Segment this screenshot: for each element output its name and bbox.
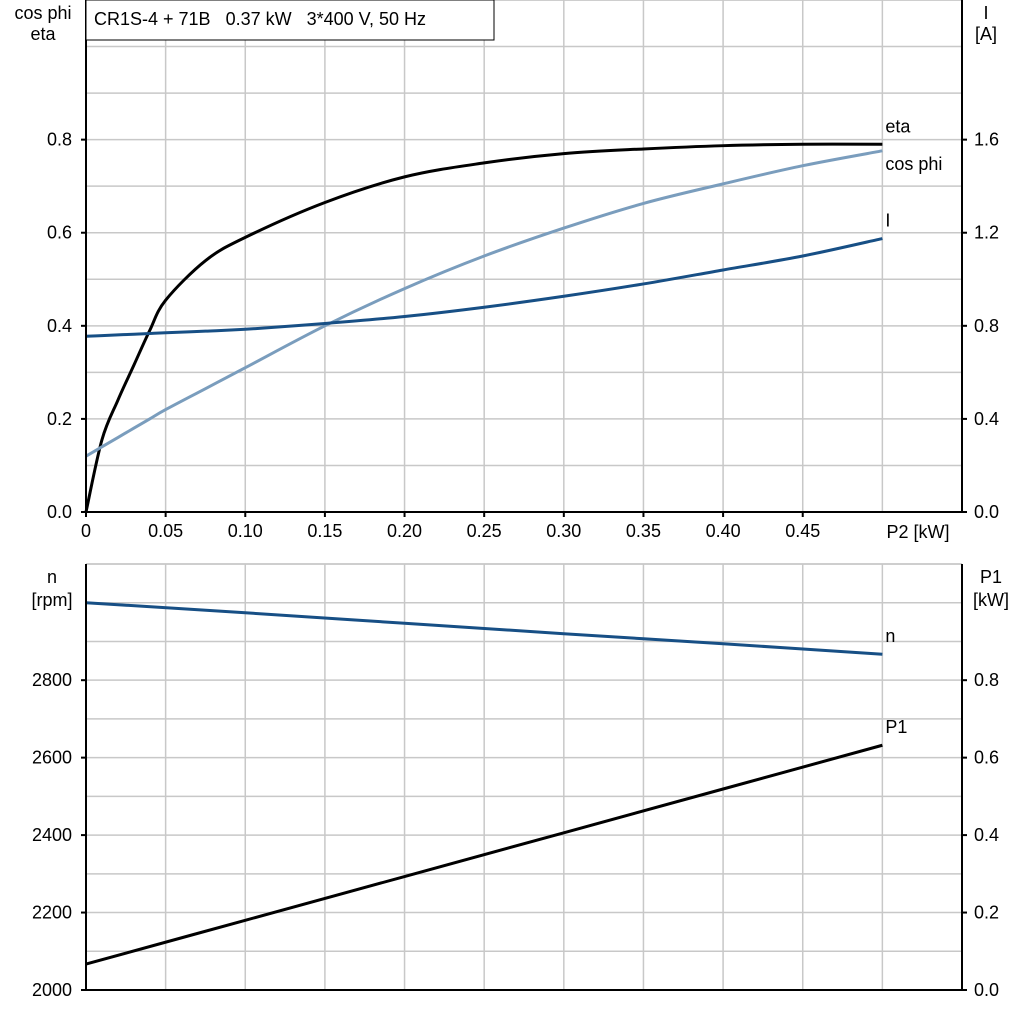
series-label-cos-phi: cos phi — [885, 154, 942, 174]
right-tick-label: 0.0 — [974, 502, 999, 522]
series-label-eta: eta — [885, 116, 911, 136]
right-tick-label: 1.6 — [974, 130, 999, 150]
left-tick-label: 2000 — [32, 980, 72, 1000]
x-tick-label: 0.10 — [228, 521, 263, 541]
right-tick-label: 0.4 — [974, 825, 999, 845]
bottom-plot-grid — [86, 563, 962, 990]
right-tick-label: 0.6 — [974, 748, 999, 768]
right-tick-label: 0.8 — [974, 316, 999, 336]
series-label-p1: P1 — [885, 717, 907, 737]
left-tick-label: 2400 — [32, 825, 72, 845]
left-tick-label: 0.6 — [47, 223, 72, 243]
right-tick-label: 0.2 — [974, 903, 999, 923]
left-tick-label: 2200 — [32, 903, 72, 923]
top-right-axis-label-1: I — [983, 3, 988, 23]
bottom-right-axis-label-1: P1 — [980, 567, 1002, 587]
top-left-axis-label-1: cos phi — [14, 3, 71, 23]
x-tick-label: 0.20 — [387, 521, 422, 541]
right-tick-label: 0.4 — [974, 409, 999, 429]
right-tick-label: 0.0 — [974, 980, 999, 1000]
left-tick-label: 2800 — [32, 670, 72, 690]
x-axis-label: P2 [kW] — [886, 522, 949, 542]
series-line-cos-phi — [85, 149, 883, 458]
left-tick-label: 0.8 — [47, 130, 72, 150]
x-tick-label: 0.45 — [785, 521, 820, 541]
top-right-axis-label-2: [A] — [975, 24, 997, 44]
right-tick-label: 0.8 — [974, 670, 999, 690]
x-tick-label: 0.25 — [467, 521, 502, 541]
x-tick-label: 0.40 — [706, 521, 741, 541]
chart-title: CR1S-4 + 71B 0.37 kW 3*400 V, 50 Hz — [94, 9, 426, 29]
top-left-axis-label-2: eta — [30, 24, 56, 44]
x-tick-label: 0.15 — [307, 521, 342, 541]
left-tick-label: 0.4 — [47, 316, 72, 336]
title-box: CR1S-4 + 71B 0.37 kW 3*400 V, 50 Hz — [85, 0, 495, 41]
series-line-n — [85, 601, 883, 656]
series-label-n: n — [885, 626, 895, 646]
series-label-i: I — [885, 211, 890, 231]
series-line-p1 — [85, 743, 883, 966]
axes-layer: 0.0 0.2 0.4 0.6 0.8 0.0 0.4 0.8 1.2 1.6 0 0.05 0.10 0… — [32, 0, 999, 1000]
right-tick-label: 1.2 — [974, 223, 999, 243]
series-line-eta — [84, 142, 883, 513]
x-tick-label: 0.30 — [546, 521, 581, 541]
bottom-right-axis-label-2: [kW] — [973, 590, 1009, 610]
left-tick-label: 0.0 — [47, 502, 72, 522]
x-tick-label: 0.05 — [148, 521, 183, 541]
x-tick-label: 0 — [81, 521, 91, 541]
series-line-i — [85, 237, 883, 338]
x-tick-label: 0.35 — [626, 521, 661, 541]
top-plot-grid — [86, 0, 962, 512]
bottom-left-axis-label-2: [rpm] — [31, 590, 72, 610]
left-tick-label: 0.2 — [47, 409, 72, 429]
left-tick-label: 2600 — [32, 748, 72, 768]
bottom-left-axis-label-1: n — [47, 567, 57, 587]
series-layer: eta cos phi In P1 — [84, 116, 942, 966]
